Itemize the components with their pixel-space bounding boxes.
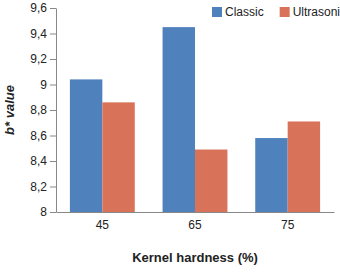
tick-mark [50,85,56,86]
tick-label: 9,6 [30,1,47,15]
tick-mark [50,110,56,111]
bar [255,138,287,212]
tick-mark [50,34,56,35]
tick: 9,6 [30,1,56,15]
tick: 8,8 [30,103,56,117]
legend-item: Classic [212,5,264,19]
y-axis-title: b* value [2,85,17,135]
tick-label: 8,4 [30,154,47,168]
tick: 9,4 [30,27,56,41]
tick-mark [50,212,56,213]
bars [70,27,320,212]
axis-line [56,9,57,213]
tick: 9,2 [30,52,56,66]
tick: 9 [40,78,56,92]
tick: 8 [40,205,56,219]
tick-label: 9,4 [30,27,47,41]
bar [102,102,134,212]
tick: 8,2 [30,180,56,194]
y-axis: 8 8,2 8,4 8,6 8,8 9 9,2 9,4 9,6 [30,1,56,219]
chart: 8 8,2 8,4 8,6 8,8 9 9,2 9,4 9,6 45 65 75 Kernel hard… [0,0,340,272]
tick-label: 8,2 [30,180,47,194]
tick-label: 75 [281,218,295,232]
tick-label: 8 [40,205,47,219]
tick-label: 65 [188,218,202,232]
tick-mark [50,8,56,9]
x-axis: 45 65 75 [57,212,335,232]
tick-label: 9,2 [30,52,47,66]
bar [163,27,195,212]
legend-swatch [212,7,222,17]
tick-label: 9 [40,78,47,92]
bar [195,150,227,212]
tick: 65 [188,212,202,232]
tick-label: 8,6 [30,129,47,143]
legend-label: Classic [225,5,264,19]
tick-label: 45 [96,218,110,232]
x-axis-title: Kernel hardness (%) [132,250,258,265]
tick: 8,6 [30,129,56,143]
tick-mark [50,161,56,162]
legend-swatch [280,7,290,17]
tick-label: 8,8 [30,103,47,117]
tick: 75 [281,212,295,232]
tick: 8,4 [30,154,56,168]
series [102,102,320,212]
tick-mark [50,187,56,188]
bar [70,79,102,212]
tick-mark [50,59,56,60]
axis-line [57,212,335,213]
tick: 45 [96,212,110,232]
plot: 8 8,2 8,4 8,6 8,8 9 9,2 9,4 9,6 45 65 75 [30,1,334,231]
legend-label: Ultrasonic [293,5,340,19]
legend: Classic Ultrasonic [212,5,340,19]
bar [288,121,320,212]
legend-item: Ultrasonic [280,5,340,19]
series [70,27,288,212]
tick-mark [50,136,56,137]
